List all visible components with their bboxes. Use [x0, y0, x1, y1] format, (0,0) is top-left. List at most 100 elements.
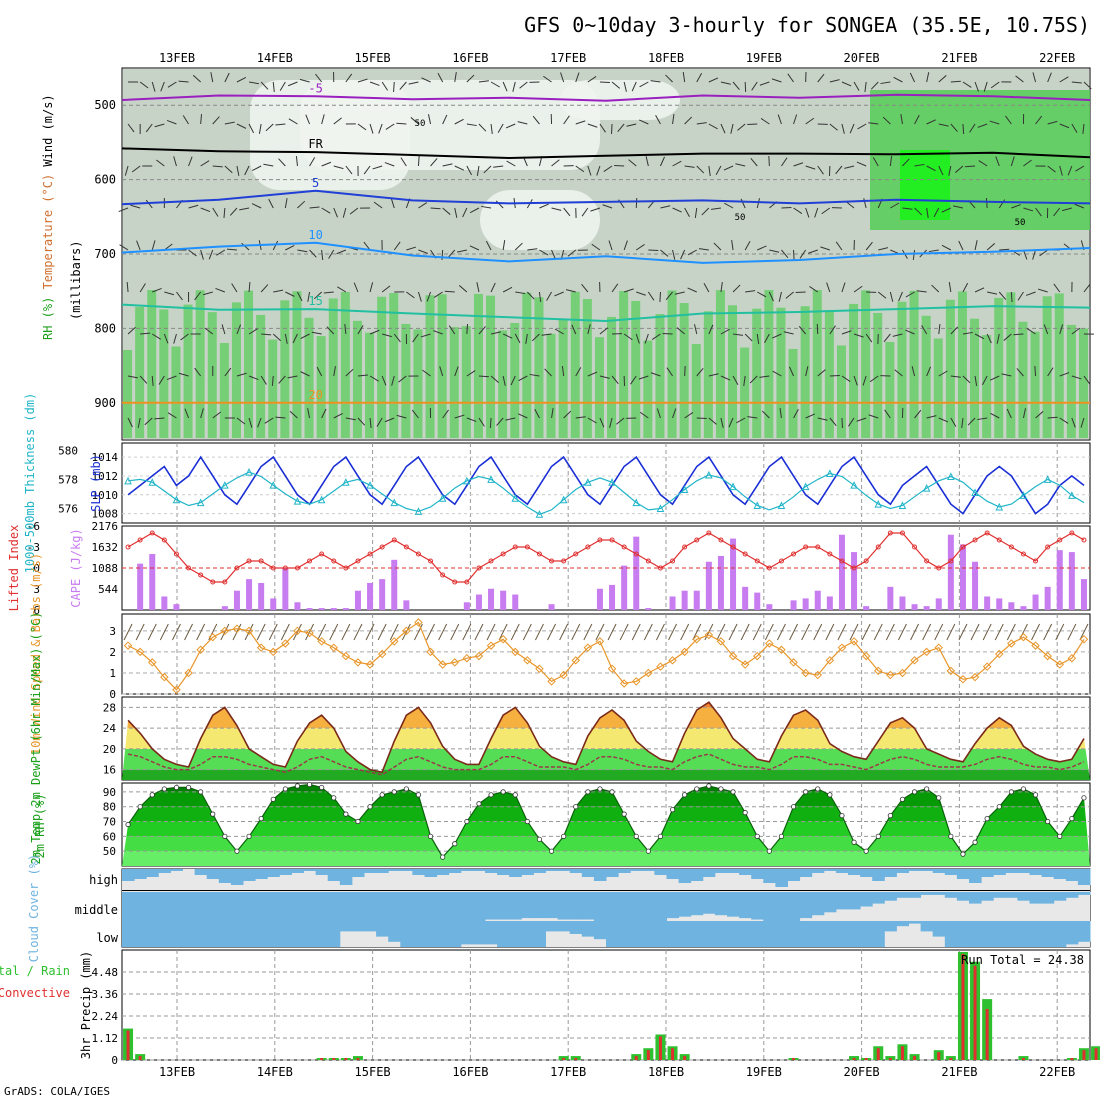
surface-wind-barb [898, 623, 907, 641]
upper-wind-barb [279, 81, 286, 91]
date-label-bottom: 15FEB [355, 1065, 391, 1079]
li-marker [742, 551, 748, 557]
cloud-cover-bar [751, 921, 764, 947]
li-marker [549, 558, 555, 564]
cloud-cover-bar [569, 869, 583, 873]
upper-wind-barb [1010, 291, 1013, 303]
upper-wind-barb [805, 117, 815, 125]
cloud-cover-bar [388, 892, 401, 921]
cape-bar [717, 555, 724, 610]
cloud-cover-bar [194, 869, 208, 875]
wind-speed-marker [632, 677, 641, 686]
upper-wind-barb [793, 249, 795, 261]
cloud-cover-bar [315, 921, 329, 947]
wind-ylabel: 10m Wind Speed & Barbs (m/s) [29, 553, 43, 755]
rh-marker [258, 815, 264, 822]
upper-wind-barb [369, 81, 380, 86]
cloud-cover-bar [351, 869, 365, 877]
upper-wind-barb [408, 81, 419, 85]
li-marker [125, 544, 131, 550]
upper-wind-barb [602, 204, 613, 209]
upper-wind-barb [1010, 156, 1015, 167]
surface-wind-barb [982, 623, 992, 641]
wind-speed-marker [668, 656, 677, 665]
precip-convective-bar [973, 965, 977, 1060]
surface-wind-barb [462, 623, 472, 641]
cloud-cover-bar [509, 869, 522, 877]
upper-wind-barb [333, 413, 343, 419]
upper-wind-barb [466, 417, 477, 422]
date-label-top: 15FEB [355, 51, 391, 65]
upper-wind-barb [485, 240, 492, 251]
surface-wind-barb [631, 623, 641, 641]
rh-moist-column [510, 322, 520, 438]
surface-wind-barb [172, 623, 181, 641]
upper-wind-barb [373, 201, 383, 209]
upper-wind-barb [192, 74, 201, 83]
precip-convective-bar [138, 1056, 142, 1060]
upper-wind-barb [316, 366, 323, 377]
upper-wind-barb [581, 283, 589, 293]
cloud-cover-bar [376, 892, 389, 921]
upper-wind-barb [478, 375, 489, 378]
cloud-cover-bar [763, 892, 776, 921]
cloud-cover-bar [1017, 892, 1030, 901]
cape-bar [730, 538, 737, 610]
cloud-cover-bar [981, 869, 994, 877]
upper-wind-barb [799, 249, 807, 259]
cloud-cover-bar [956, 892, 970, 901]
cloud-cover-bar [932, 869, 946, 873]
cloud-cover-bar [557, 892, 571, 920]
cloud-cover-bar [702, 921, 716, 947]
upper-wind-barb [525, 333, 528, 344]
li-marker [633, 551, 639, 557]
upper-wind-barb [902, 207, 913, 210]
cloud-cover-bar [315, 869, 329, 875]
upper-wind-barb [305, 114, 311, 125]
upper-wind-barb [1053, 207, 1061, 217]
wind-speed-marker [571, 656, 580, 665]
upper-wind-barb [682, 72, 686, 83]
cloud-cover-bar [436, 869, 450, 875]
li-tick-label: -6 [27, 520, 40, 533]
upper-wind-barb [732, 81, 740, 90]
upper-wind-barb [490, 282, 496, 293]
upper-wind-barb [427, 114, 432, 125]
precip-total-bar [352, 1056, 363, 1060]
cloud-cover-bar [690, 869, 704, 881]
upper-wind-barb [127, 375, 138, 379]
cape-bar [1044, 586, 1051, 610]
upper-wind-barb [914, 114, 920, 125]
upper-wind-barb [772, 370, 782, 377]
upper-wind-barb [345, 368, 354, 377]
rh-marker [379, 792, 385, 798]
rh-marker [222, 833, 228, 839]
upper-wind-barb [481, 205, 492, 209]
cloud-cover-bar [545, 869, 559, 871]
thickness-ylabel: 1000-500mb Thickness (dm) [23, 393, 37, 574]
slp-tick-label: 1012 [92, 470, 119, 483]
upper-wind-barb [749, 375, 758, 384]
upper-wind-barb [599, 81, 610, 84]
surface-wind-barb [389, 623, 399, 641]
thickness-marker [511, 494, 520, 502]
upper-wind-barb [342, 207, 347, 218]
upper-wind-barb [300, 371, 310, 377]
upper-wind-barb [385, 123, 395, 130]
cape-bar [911, 604, 918, 610]
rh-marker [294, 783, 301, 789]
upper-wind-barb [526, 291, 535, 300]
upper-wind-barb [292, 333, 298, 344]
upper-wind-barb [889, 156, 893, 167]
rh-moist-column [280, 300, 290, 438]
upper-wind-barb [561, 366, 565, 377]
cloud-cover-bar [799, 869, 813, 877]
wind-speed-marker [656, 662, 665, 671]
li-marker [924, 558, 930, 564]
upper-wind-barb [1022, 408, 1027, 419]
upper-wind-barb [672, 160, 682, 167]
li-marker [851, 565, 857, 571]
thickness-marker [995, 502, 1004, 511]
upper-wind-barb [587, 165, 592, 176]
cape-bar [149, 554, 156, 610]
